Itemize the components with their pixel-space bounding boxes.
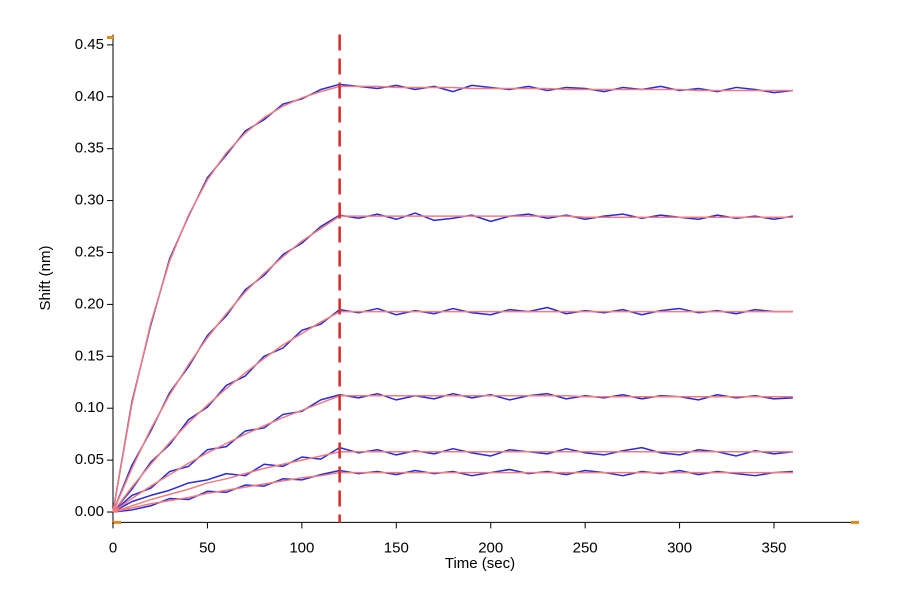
y-tick-label: 0.35 [75,140,104,157]
y-tick-label: 0.40 [75,88,104,105]
y-tick-label: 0.05 [75,451,104,468]
series-line [112,468,793,513]
series-line [112,85,793,513]
y-tick-label: 0.20 [75,295,104,312]
x-tick-label: 150 [384,539,409,556]
series-line [112,392,793,513]
series-line [112,446,793,513]
series-line [112,310,793,513]
x-axis-label: Time (sec) [445,555,515,572]
y-tick-label: 0.45 [75,36,104,53]
series-line [112,212,794,513]
series-line [112,83,793,513]
series-line [112,395,793,513]
series-line [112,471,793,513]
series-line [112,215,793,513]
x-tick-label: 300 [667,539,692,556]
y-tick-label: 0.25 [75,243,104,260]
x-tick-label: 350 [761,539,786,556]
y-tick-label: 0.00 [75,503,104,520]
x-tick-label: 100 [289,539,314,556]
series-line [112,306,793,513]
y-tick-label: 0.30 [75,192,104,209]
x-tick-label: 50 [199,539,216,556]
x-tick-label: 200 [478,539,503,556]
y-tick-label: 0.15 [75,347,104,364]
x-tick-label: 0 [109,539,117,556]
y-axis-label: Shift (nm) [37,245,54,310]
y-tick-label: 0.10 [75,399,104,416]
series-line [112,451,793,513]
x-tick-label: 250 [573,539,598,556]
